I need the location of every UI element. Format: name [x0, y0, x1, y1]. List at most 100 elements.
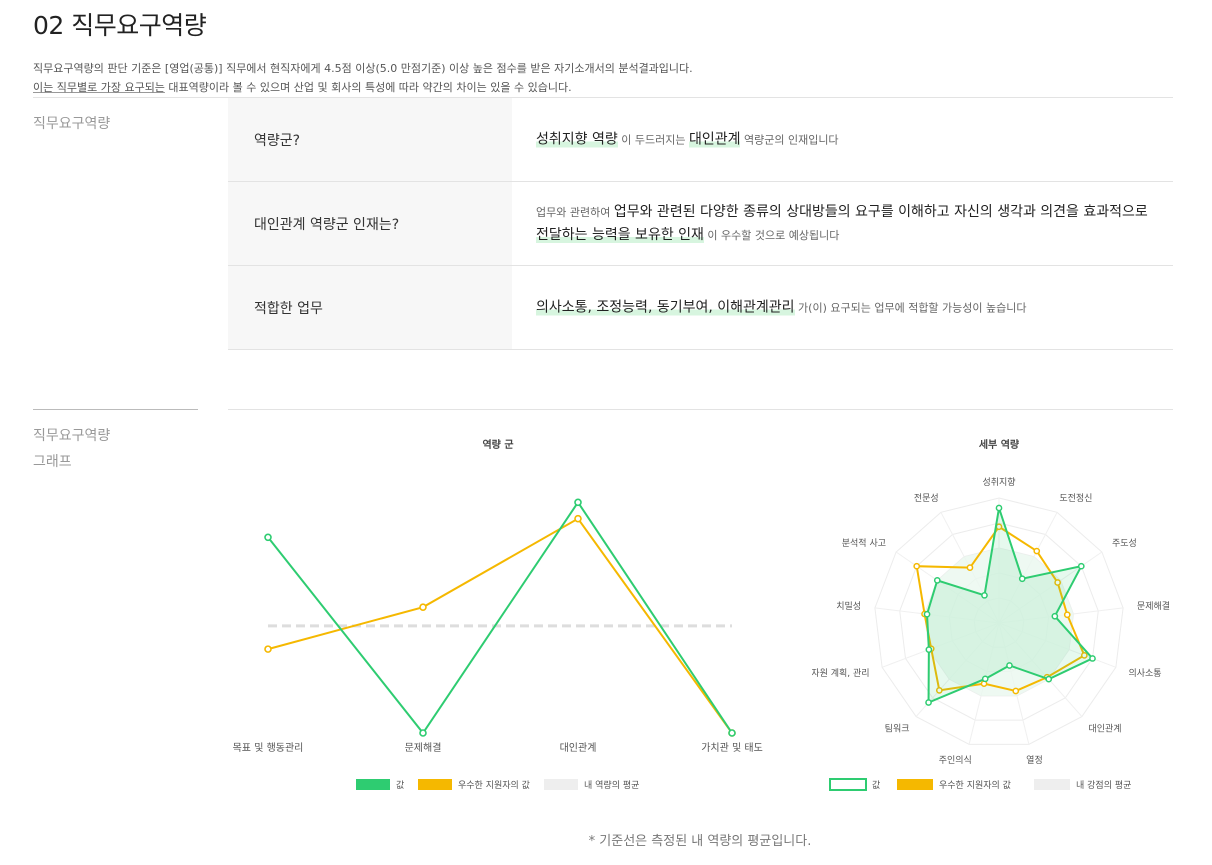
qa-answer: 업무와 관련하여 업무와 관련된 다양한 종류의 상대방들의 요구를 이해하고 …	[536, 201, 1153, 247]
radar-axis-label: 성취지향	[982, 476, 1015, 488]
section-label-graph-line2: 그래프	[33, 454, 72, 470]
data-point	[1012, 687, 1020, 695]
radar-grid-ring	[874, 497, 1124, 745]
x-tick-label: 대인관계	[560, 742, 597, 754]
qa-answer: 의사소통, 조정능력, 동기부여, 이해관계관리 가(이) 요구되는 업무에 적…	[536, 296, 1153, 319]
radar-grid-ring	[899, 522, 1099, 721]
legend-swatch	[1034, 779, 1070, 790]
radar-axis-label: 전문성	[914, 493, 939, 504]
radar-axis-label: 열정	[1026, 755, 1043, 766]
qa-question: 역량군?	[254, 132, 301, 149]
answer-text: 역량군의 인재입니다	[740, 133, 839, 146]
data-point	[1045, 675, 1053, 683]
divider	[33, 409, 198, 410]
radar-axis-label: 팀워크	[885, 723, 910, 735]
footnote: * 기준선은 측정된 내 역량의 평균입니다.	[588, 834, 812, 849]
data-point	[925, 646, 933, 653]
series-line-excellent	[267, 517, 733, 734]
data-point	[264, 645, 272, 653]
x-tick-label: 가치관 및 태도	[701, 742, 763, 754]
data-point	[913, 562, 921, 570]
qa-row: 역량군? 성취지향 역량 이 두드러지는 대인관계 역량군의 인재입니다	[228, 98, 1173, 182]
competency-group-line-chart: 역량 군목표 및 행동관리 문제해결 대인관계 가치관 및 태도값 우수한 지원자의 값…	[233, 438, 763, 791]
page-title: 02 직무요구역량	[33, 11, 207, 40]
series-line-mine	[267, 500, 733, 735]
data-point	[1018, 575, 1026, 583]
data-point	[1006, 662, 1013, 669]
legend-swatch	[418, 779, 452, 790]
divider	[33, 97, 1173, 98]
radar-axis-label: 자원 계획, 관리	[812, 667, 870, 679]
answer-text: 업무와 관련된 다양한 종류의 상대방들의 요구를 이해하고 자신의 생각과 의…	[613, 203, 1148, 220]
legend-swatch	[897, 779, 933, 790]
qa-question-cell: 역량군?	[228, 98, 512, 181]
data-point	[966, 564, 974, 572]
legend-label: 내 강점의 평균	[1076, 779, 1131, 791]
qa-answer: 성취지향 역량 이 두드러지는 대인관계 역량군의 인재입니다	[536, 128, 1153, 151]
qa-question-cell: 대인관계 역량군 인재는?	[228, 182, 512, 265]
intro-text-line1: 직무요구역량의 판단 기준은 [영업(공통)] 직무에서 현직자에게 4.5점 …	[33, 62, 693, 75]
data-point	[264, 533, 272, 542]
data-point	[981, 675, 989, 683]
answer-text: 업무와 관련하여	[536, 205, 614, 219]
answer-text: 이 우수할 것으로 예상됩니다	[703, 228, 840, 242]
radar-axis-label: 문제해결	[1137, 601, 1170, 612]
data-point	[925, 699, 932, 706]
qa-row: 적합한 업무 의사소통, 조정능력, 동기부여, 이해관계관리 가(이) 요구되…	[228, 266, 1173, 350]
section-label-competency: 직무요구역량	[33, 116, 111, 132]
data-point	[1054, 579, 1061, 586]
legend-label: 우수한 지원자의 값	[939, 779, 1011, 791]
data-point	[574, 498, 582, 507]
data-point	[933, 577, 941, 584]
radar-axis-label: 대인관계	[1088, 723, 1121, 735]
data-point	[1033, 547, 1041, 555]
series-area-mine	[926, 507, 1095, 705]
data-point	[419, 729, 427, 737]
radar-axis-label: 도전정신	[1059, 493, 1092, 504]
qa-question-cell: 적합한 업무	[228, 266, 512, 349]
legend-label: 우수한 지원자의 값	[458, 779, 530, 791]
qa-row: 대인관계 역량군 인재는? 업무와 관련하여 업무와 관련된 다양한 종류의 상…	[228, 182, 1173, 266]
highlight-text: 전달하는 능력을 보유한 인재	[536, 226, 704, 243]
section-label-graph-line1: 직무요구역량	[33, 428, 111, 444]
data-point	[1089, 655, 1096, 662]
data-point	[728, 729, 736, 737]
answer-text: 가(이) 요구되는 업무에 적합할 가능성이 높습니다	[794, 301, 1027, 314]
x-tick-label: 문제해결	[405, 741, 442, 754]
legend-label: 값	[872, 779, 880, 791]
legend-label: 내 역량의 평균	[584, 779, 639, 791]
legend-label: 값	[396, 779, 404, 791]
data-point	[995, 504, 1003, 512]
radar-axis-label: 치밀성	[836, 600, 861, 612]
data-point	[419, 603, 427, 611]
chart-title: 세부 역량	[979, 438, 1020, 451]
series-area-average	[924, 548, 1074, 696]
data-point	[981, 591, 988, 599]
data-point	[1051, 612, 1059, 620]
radar-axis-label: 분석적 사고	[842, 537, 886, 549]
data-point	[574, 514, 582, 523]
radar-axis-label: 주인의식	[939, 755, 972, 766]
data-point	[923, 610, 931, 618]
data-point	[935, 687, 943, 694]
qa-question: 대인관계 역량군 인재는?	[254, 216, 400, 233]
highlight-text: 성취지향 역량	[536, 131, 618, 147]
data-point	[1077, 562, 1085, 570]
legend-swatch	[356, 779, 390, 790]
intro-rest-text: 대표역량이라 볼 수 있으며 산업 및 회사의 특성에 따라 약간의 차이는 있…	[164, 81, 572, 94]
data-point	[1080, 652, 1088, 659]
series-area-excellent	[915, 525, 1086, 693]
highlight-text: 대인관계	[688, 131, 741, 147]
chart-title: 역량 군	[482, 438, 513, 451]
radar-axis-label: 주도성	[1112, 538, 1137, 549]
radar-axis-label: 의사소통	[1128, 668, 1161, 679]
intro-text-line2: 이는 직무별로 가장 요구되는 대표역량이라 볼 수 있으며 산업 및 회사의 …	[33, 79, 572, 95]
intro-underlined-text: 이는 직무별로 가장 요구되는	[33, 81, 165, 94]
highlight-text: 의사소통, 조정능력, 동기부여, 이해관계관리	[536, 299, 795, 315]
data-point	[1063, 611, 1071, 619]
legend-swatch	[544, 779, 578, 790]
qa-question: 적합한 업무	[254, 300, 323, 317]
divider	[228, 409, 1173, 410]
